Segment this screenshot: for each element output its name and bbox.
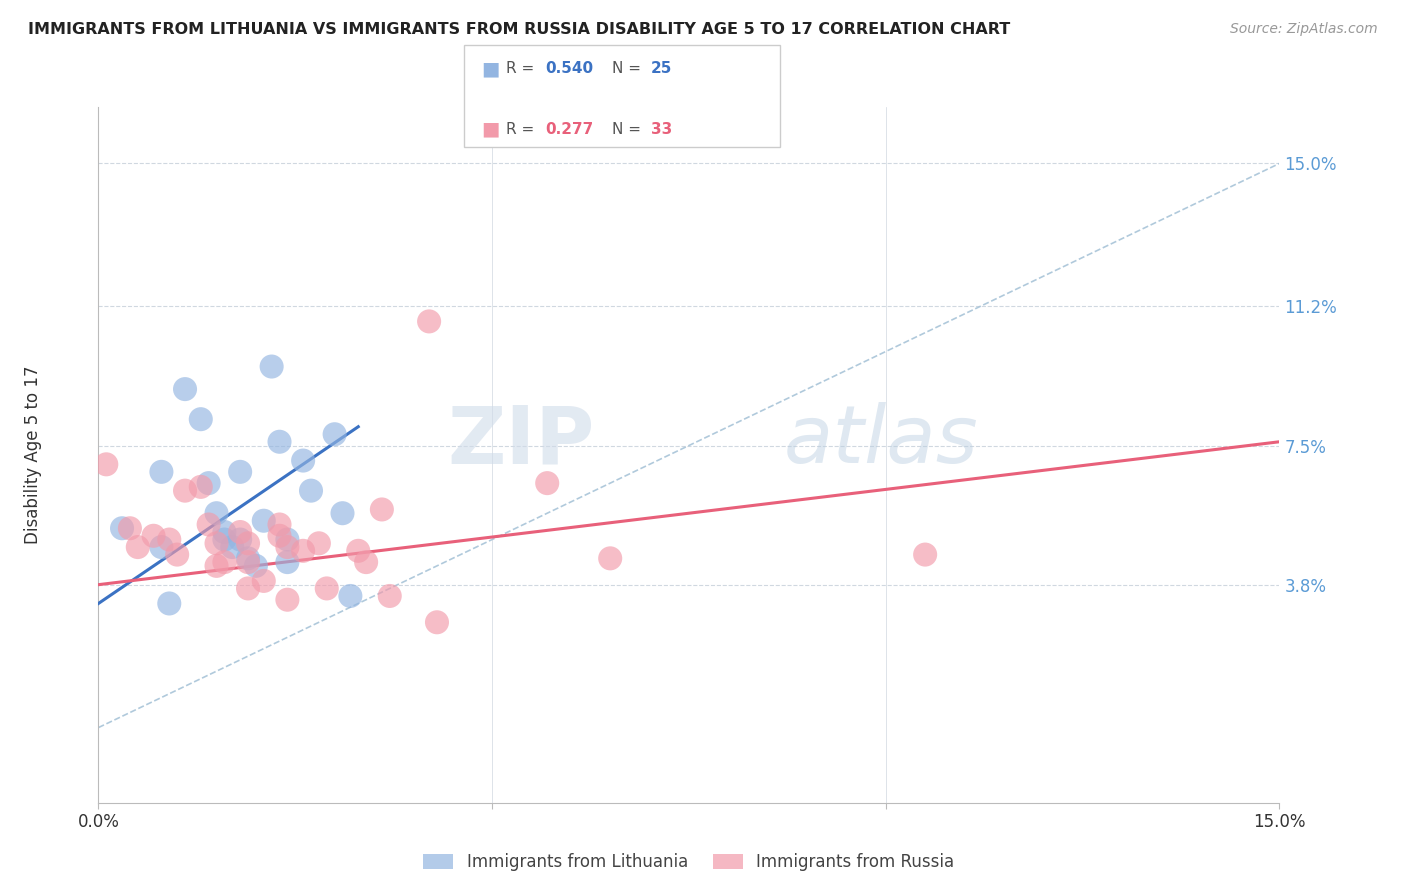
Point xyxy=(378,589,401,603)
Point xyxy=(276,533,298,547)
Point xyxy=(190,480,212,494)
Point xyxy=(332,506,354,520)
Point xyxy=(260,359,283,374)
Point xyxy=(323,427,346,442)
Point xyxy=(347,544,370,558)
Point xyxy=(229,524,252,539)
Point xyxy=(150,465,173,479)
Point xyxy=(292,453,315,467)
Point xyxy=(174,483,197,498)
Point xyxy=(371,502,394,516)
Point xyxy=(157,597,180,611)
Point xyxy=(269,517,291,532)
Point xyxy=(205,558,228,573)
Text: 25: 25 xyxy=(651,62,672,76)
Point xyxy=(354,555,377,569)
Point xyxy=(229,533,252,547)
Point xyxy=(111,521,134,535)
Legend: Immigrants from Lithuania, Immigrants from Russia: Immigrants from Lithuania, Immigrants fr… xyxy=(416,847,962,878)
Point xyxy=(221,540,243,554)
Point xyxy=(236,551,259,566)
Point xyxy=(914,548,936,562)
Text: atlas: atlas xyxy=(783,402,979,480)
Point xyxy=(236,582,259,596)
Point xyxy=(599,551,621,566)
Text: Disability Age 5 to 17: Disability Age 5 to 17 xyxy=(24,366,42,544)
Point xyxy=(426,615,449,630)
Point xyxy=(96,458,118,472)
Text: R =: R = xyxy=(506,122,540,136)
Point xyxy=(174,382,197,396)
Text: IMMIGRANTS FROM LITHUANIA VS IMMIGRANTS FROM RUSSIA DISABILITY AGE 5 TO 17 CORRE: IMMIGRANTS FROM LITHUANIA VS IMMIGRANTS … xyxy=(28,22,1011,37)
Point xyxy=(229,465,252,479)
Point xyxy=(245,558,267,573)
Point xyxy=(166,548,188,562)
Point xyxy=(292,544,315,558)
Point xyxy=(150,540,173,554)
Point xyxy=(205,536,228,550)
Point xyxy=(214,555,236,569)
Point xyxy=(269,434,291,449)
Point xyxy=(276,592,298,607)
Point xyxy=(253,574,276,588)
Text: ■: ■ xyxy=(481,59,499,78)
Point xyxy=(190,412,212,426)
Text: ■: ■ xyxy=(481,120,499,139)
Point xyxy=(236,536,259,550)
Text: 0.277: 0.277 xyxy=(546,122,593,136)
Text: R =: R = xyxy=(506,62,540,76)
Point xyxy=(214,524,236,539)
Point xyxy=(276,555,298,569)
Point xyxy=(197,517,219,532)
Point xyxy=(236,555,259,569)
Point xyxy=(418,314,440,328)
Text: Source: ZipAtlas.com: Source: ZipAtlas.com xyxy=(1230,22,1378,37)
Point xyxy=(214,533,236,547)
Text: N =: N = xyxy=(612,62,645,76)
Point xyxy=(299,483,322,498)
Text: 0.540: 0.540 xyxy=(546,62,593,76)
Point xyxy=(127,540,149,554)
Text: 33: 33 xyxy=(651,122,672,136)
Point xyxy=(315,582,337,596)
Point xyxy=(308,536,330,550)
Point xyxy=(536,476,558,491)
Text: ZIP: ZIP xyxy=(447,402,595,480)
Point xyxy=(339,589,361,603)
Point xyxy=(142,529,165,543)
Point xyxy=(205,506,228,520)
Point xyxy=(269,529,291,543)
Point xyxy=(118,521,141,535)
Point xyxy=(253,514,276,528)
Point xyxy=(276,540,298,554)
Point xyxy=(197,476,219,491)
Point xyxy=(157,533,180,547)
Text: N =: N = xyxy=(612,122,645,136)
